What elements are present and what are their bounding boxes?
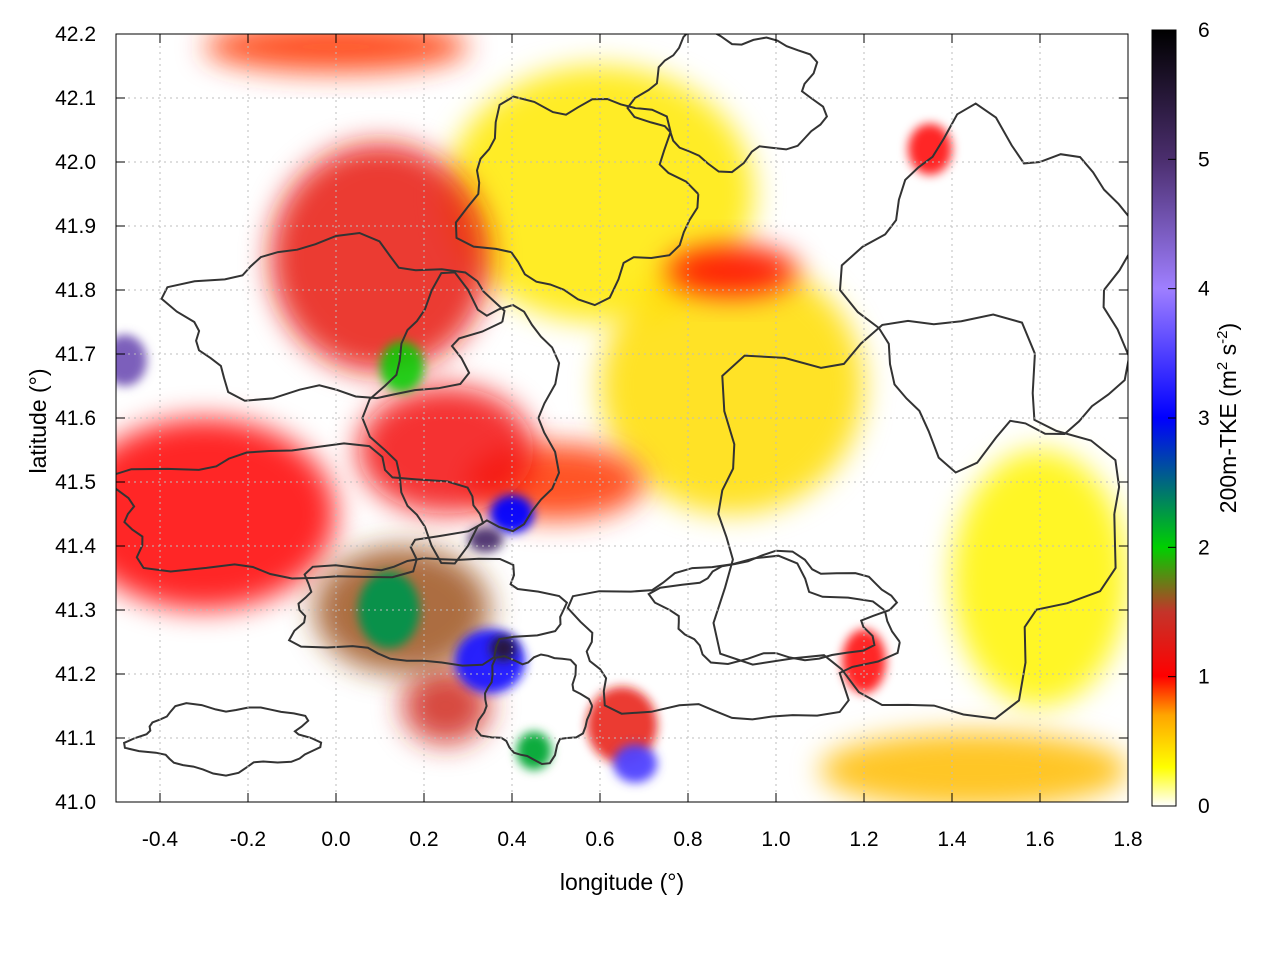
y-tick-label-8: 41.8 (55, 279, 96, 302)
x-tick-label-1: -0.2 (230, 828, 266, 851)
colorbar-title: 200m-TKE (m2 s-2) (1214, 323, 1241, 513)
x-tick-label-0: -0.4 (142, 828, 179, 851)
colorbar-tick-label-4: 4 (1198, 278, 1210, 301)
y-tick-label-2: 41.2 (55, 663, 96, 686)
contour-line-4 (626, 34, 829, 174)
y-tick-label-10: 42.0 (55, 151, 96, 174)
contour-line-3 (454, 95, 700, 307)
x-tick-label-11: 1.8 (1113, 828, 1142, 851)
x-tick-label-10: 1.6 (1025, 828, 1054, 851)
colorbar-tick-label-2: 2 (1198, 536, 1210, 559)
tke-hotspot-8 (908, 123, 952, 175)
y-tick-label-6: 41.6 (55, 407, 96, 430)
colorbar-tick-label-0: 0 (1198, 795, 1210, 818)
contour-line-8 (712, 313, 1121, 720)
colorbar-tick-label-3: 3 (1198, 407, 1210, 430)
y-tick-label-9: 41.9 (55, 215, 96, 238)
tke-hotspot-7 (666, 245, 798, 297)
y-tick-label-11: 42.1 (55, 87, 96, 110)
colorbar-tick-label-5: 5 (1198, 148, 1210, 171)
contour-line-1 (116, 442, 485, 580)
contour-line-0 (160, 231, 506, 402)
tke-hotspot-6 (116, 418, 336, 610)
tke-hotspot-22 (468, 526, 504, 553)
contour-line-2 (287, 557, 569, 667)
x-tick-label-9: 1.4 (937, 828, 967, 851)
tke-hotspot-16 (516, 731, 552, 770)
tke-hotspot-0 (952, 450, 1128, 706)
y-tick-label-5: 41.5 (55, 471, 96, 494)
tke-hotspot-20 (613, 744, 658, 783)
contour-line-7 (566, 554, 901, 721)
y-tick-label-0: 41.0 (55, 791, 96, 814)
x-tick-label-8: 1.2 (849, 828, 878, 851)
tke-hotspot-11 (270, 142, 490, 374)
x-tick-label-6: 0.8 (673, 828, 702, 851)
colorbar-axis: 0 1 2 3 4 5 6 (1168, 19, 1210, 818)
y-tick-label-4: 41.4 (55, 535, 96, 558)
y-tick-label-7: 41.7 (55, 343, 96, 366)
colorbar-tick-label-6: 6 (1198, 19, 1210, 42)
colorbar-tick-label-1: 1 (1198, 666, 1210, 689)
x-tick-label-4: 0.4 (497, 828, 527, 851)
tke-hotspot-2 (600, 258, 864, 514)
tke-field (116, 34, 1128, 802)
tke-hotspot-21 (116, 334, 147, 386)
x-axis: -0.4 -0.2 0.0 0.2 0.4 0.6 0.8 1.0 1.2 1.4 1.6 1.8 (142, 34, 1143, 851)
grid (116, 34, 1128, 802)
x-tick-label-5: 0.6 (585, 828, 614, 851)
tke-hotspot-17 (358, 571, 420, 649)
y-tick-label-12: 42.2 (55, 23, 96, 46)
y-axis: 41.0 41.1 41.2 41.3 41.4 41.5 41.6 41.7 41.8 41.9… (55, 23, 1128, 814)
x-tick-label-7: 1.0 (761, 828, 790, 851)
y-tick-label-1: 41.1 (55, 727, 96, 750)
tke-hotspot-23 (490, 635, 517, 662)
x-axis-title: longitude (°) (560, 869, 684, 895)
x-tick-label-3: 0.2 (409, 828, 438, 851)
tke-hotspot-3 (820, 731, 1128, 802)
x-tick-label-2: 0.0 (321, 828, 350, 851)
contour-line-9 (474, 653, 594, 766)
y-axis-title: latitude (°) (25, 368, 51, 473)
y-tick-label-3: 41.3 (55, 599, 96, 622)
